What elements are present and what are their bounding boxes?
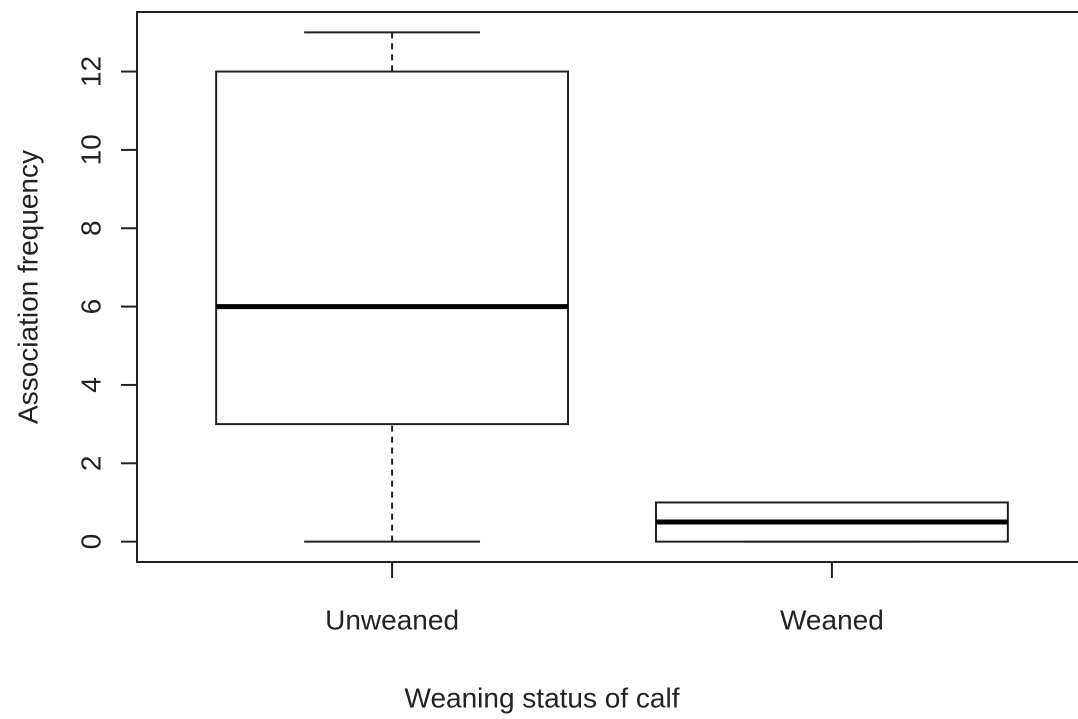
x-axis-label: Weaning status of calf [405, 682, 680, 713]
y-tick-label: 2 [75, 455, 106, 471]
y-tick-label: 8 [75, 220, 106, 236]
x-tick-label: Unweaned [325, 604, 459, 635]
box [215, 70, 570, 426]
y-axis-label: Association frequency [12, 150, 43, 424]
y-tick-label: 6 [75, 299, 106, 315]
y-tick-label: 4 [75, 377, 106, 393]
plot-frame [136, 11, 1078, 563]
y-tick-label: 10 [75, 134, 106, 165]
y-tick-label: 12 [75, 56, 106, 87]
y-tick-label: 0 [75, 534, 106, 550]
x-tick-label: Weaned [780, 604, 884, 635]
